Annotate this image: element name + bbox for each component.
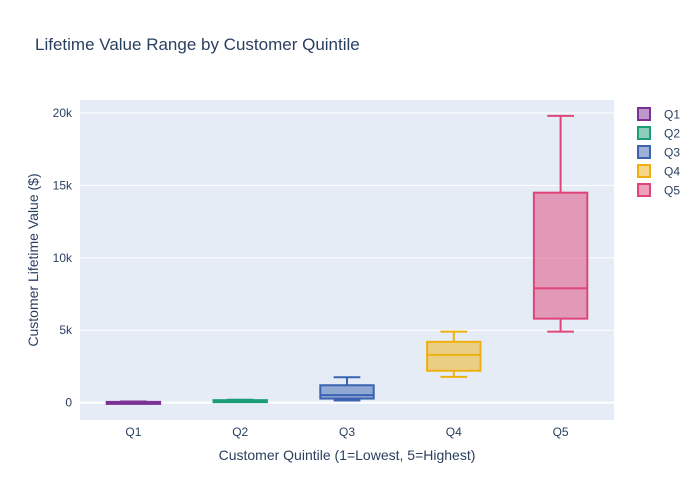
chart-title: Lifetime Value Range by Customer Quintil… xyxy=(35,35,360,54)
x-tick-label: Q3 xyxy=(339,425,355,439)
legend-item-q2[interactable]: Q2 xyxy=(637,126,680,141)
y-tick-label: 15k xyxy=(53,178,73,192)
box-q1 xyxy=(105,400,162,405)
x-axis-label: Customer Quintile (1=Lowest, 5=Highest) xyxy=(219,447,476,463)
legend-item-q4[interactable]: Q4 xyxy=(637,164,680,179)
legend-label: Q3 xyxy=(664,146,680,160)
legend-swatch xyxy=(637,107,651,121)
y-tick-label: 20k xyxy=(53,106,73,120)
x-tick-label: Q4 xyxy=(446,425,462,439)
box-iqr xyxy=(319,384,375,400)
legend: Q1 Q2 Q3 Q4 Q5 xyxy=(637,107,680,198)
legend-label: Q4 xyxy=(664,165,680,179)
legend-label: Q2 xyxy=(664,127,680,141)
y-axis-label: Customer Lifetime Value ($) xyxy=(25,173,41,346)
grid-lines xyxy=(80,112,614,404)
legend-item-q1[interactable]: Q1 xyxy=(637,107,680,122)
legend-item-q3[interactable]: Q3 xyxy=(637,145,680,160)
y-tick-label: 10k xyxy=(53,251,73,265)
box-series xyxy=(105,114,589,405)
legend-swatch xyxy=(637,164,651,178)
box-q2 xyxy=(212,398,268,404)
x-axis-ticks: Q1 Q2 Q3 Q4 Q5 xyxy=(125,425,569,439)
legend-label: Q5 xyxy=(664,184,680,198)
legend-swatch xyxy=(637,183,651,197)
box-q4 xyxy=(426,330,482,378)
box-iqr xyxy=(532,191,589,320)
y-axis-ticks: 0 5k 10k 15k 20k xyxy=(53,106,73,410)
x-tick-label: Q2 xyxy=(232,425,248,439)
legend-label: Q1 xyxy=(664,108,680,122)
legend-swatch xyxy=(637,126,651,140)
legend-swatch xyxy=(637,145,651,159)
box-q5 xyxy=(532,114,589,333)
y-tick-label: 5k xyxy=(59,323,73,337)
y-tick-label: 0 xyxy=(65,396,72,410)
legend-item-q5[interactable]: Q5 xyxy=(637,183,680,198)
box-q3 xyxy=(319,376,375,402)
box-iqr xyxy=(426,340,482,372)
plot-area xyxy=(80,100,614,420)
x-tick-label: Q5 xyxy=(553,425,569,439)
x-tick-label: Q1 xyxy=(125,425,141,439)
